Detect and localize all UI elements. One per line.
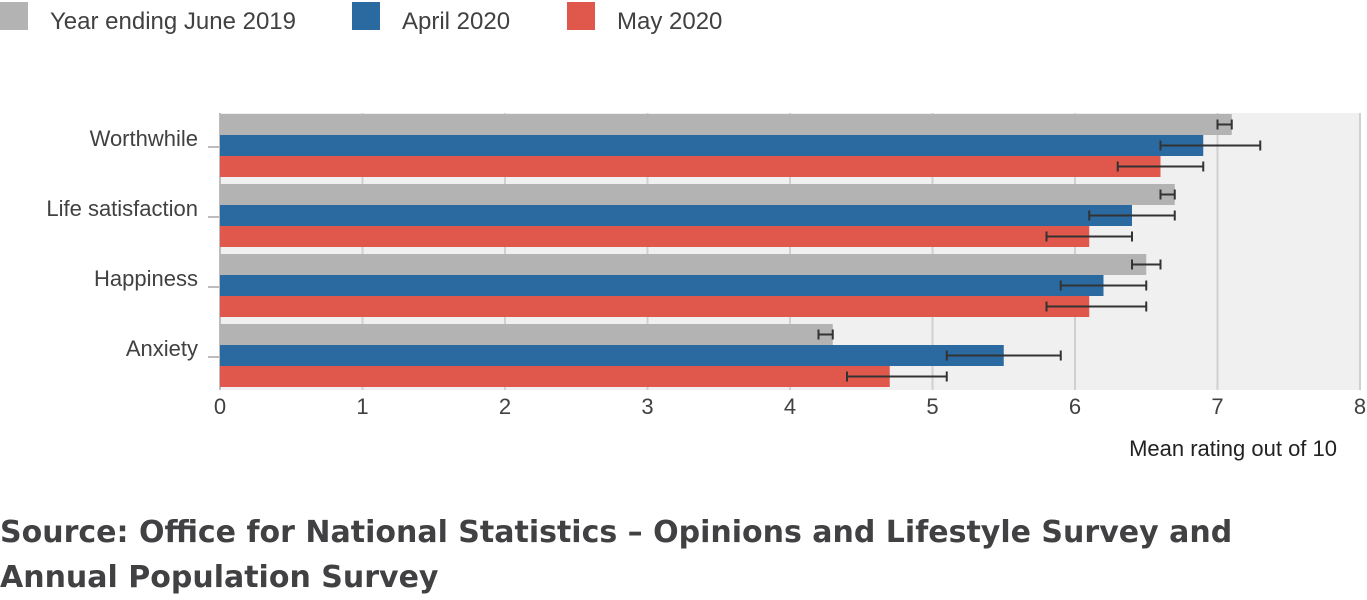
bar	[220, 205, 1132, 226]
legend-label: Year ending June 2019	[50, 8, 296, 35]
x-axis-title: Mean rating out of 10	[1129, 436, 1337, 461]
x-tick-label: 5	[926, 394, 938, 419]
legend-label: May 2020	[617, 8, 722, 35]
x-tick-label: 7	[1211, 394, 1223, 419]
error-bars	[817, 119, 1262, 382]
x-tick-label: 4	[784, 394, 796, 419]
bar	[220, 296, 1090, 317]
x-axis-ticks: 0 1 2 3 4 5 6 7 8	[214, 394, 1366, 419]
x-tick-label: 6	[1069, 394, 1081, 419]
chart: Year ending June 2019 April 2020 May 2020 …	[0, 2, 1366, 461]
category-label: Happiness	[94, 266, 198, 291]
bar	[220, 275, 1104, 296]
category-label: Anxiety	[126, 336, 198, 361]
bars	[220, 114, 1232, 387]
category-label: Worthwhile	[90, 126, 198, 151]
source-note: Source: Office for National Statistics –…	[0, 515, 1233, 595]
bar	[220, 345, 1004, 366]
category-labels: Worthwhile Life satisfaction Happiness Anxi…	[46, 126, 220, 361]
bar	[220, 114, 1232, 135]
bar	[220, 254, 1147, 275]
legend-swatch	[567, 2, 595, 30]
legend-swatch	[352, 2, 380, 30]
category-label: Life satisfaction	[46, 196, 198, 221]
bar	[220, 156, 1161, 177]
x-tick-label: 1	[356, 394, 368, 419]
x-tick-label: 3	[641, 394, 653, 419]
bar	[220, 366, 890, 387]
legend-label: April 2020	[402, 8, 510, 35]
legend: Year ending June 2019 April 2020 May 2020	[0, 2, 722, 35]
x-tick-label: 0	[214, 394, 226, 419]
bar	[220, 135, 1204, 156]
x-tick-label: 2	[499, 394, 511, 419]
bar	[220, 324, 833, 345]
legend-swatch	[0, 2, 28, 30]
x-tick-label: 8	[1354, 394, 1366, 419]
bar	[220, 184, 1175, 205]
bar	[220, 226, 1090, 247]
